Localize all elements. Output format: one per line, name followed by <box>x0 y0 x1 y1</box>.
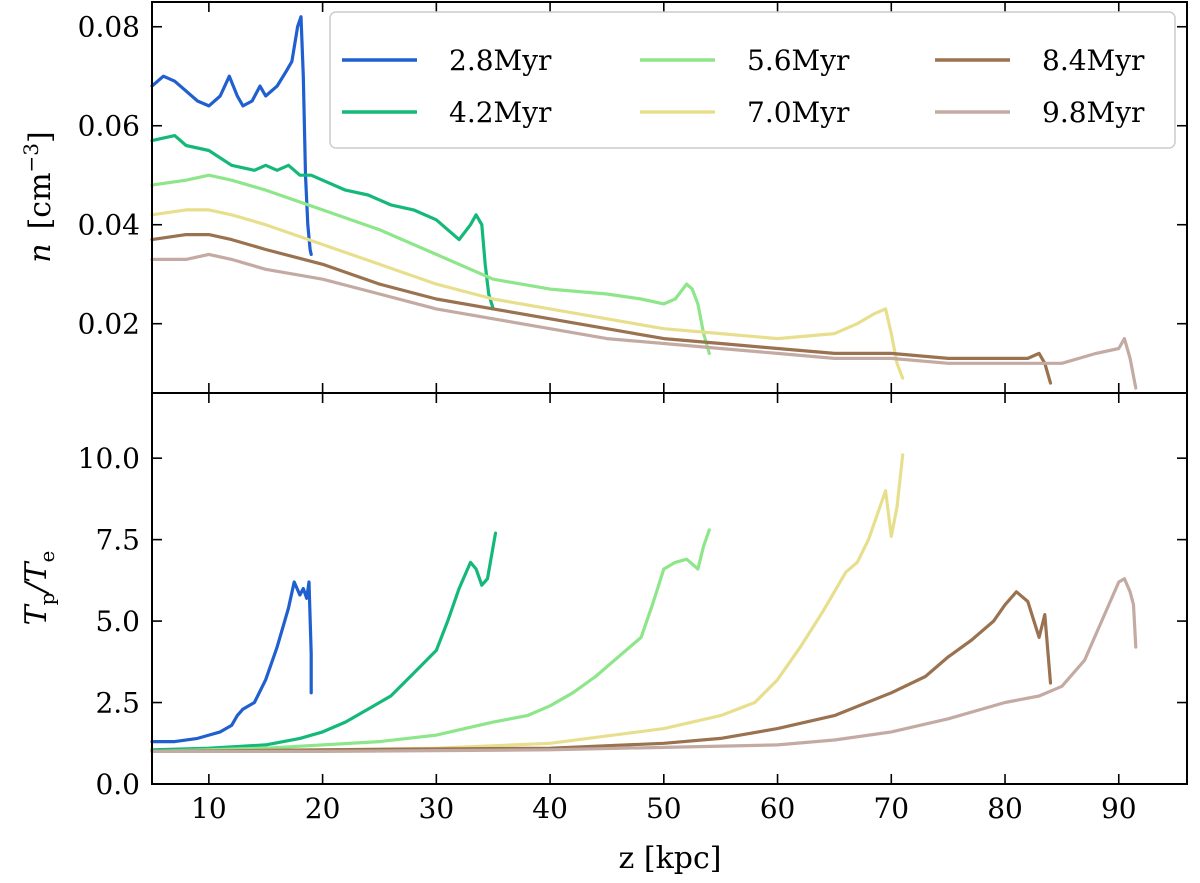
temperature-ratio-line-4-2myr <box>150 531 498 752</box>
density-series <box>150 15 1138 390</box>
x-axis-label: z [kpc] <box>619 841 722 876</box>
legend-label: 8.4Myr <box>1042 44 1145 77</box>
density-ytick-label: 0.08 <box>78 11 140 44</box>
density-x-ticks <box>208 2 1120 393</box>
xtick-label: 50 <box>646 792 682 825</box>
legend-label: 9.8Myr <box>1042 96 1145 129</box>
temperature-ratio-y-ticks: 0.0 2.5 5.0 7.5 10.0 <box>78 442 1187 801</box>
xtick-label: 20 <box>305 792 341 825</box>
temperature-ratio-ytick-label: 5.0 <box>95 605 140 638</box>
temperature-ratio-ytick-label: 2.5 <box>95 687 140 720</box>
xtick-label: 60 <box>760 792 796 825</box>
temperature-ratio-series <box>150 453 1138 754</box>
density-line-8-4myr <box>150 233 1053 385</box>
temperature-ratio-line-9-8myr <box>150 577 1138 754</box>
xtick-label: 80 <box>987 792 1023 825</box>
xtick-label: 90 <box>1101 792 1137 825</box>
density-line-5-6myr <box>150 173 711 355</box>
temperature-ratio-line-8-4myr <box>150 590 1053 754</box>
density-line-7-0myr <box>150 208 905 380</box>
density-line-2-8myr <box>150 15 313 256</box>
density-ytick-label: 0.04 <box>78 209 140 242</box>
temperature-ratio-line-5-6myr <box>150 528 711 754</box>
density-ytick-label: 0.02 <box>78 308 140 341</box>
density-line-9-8myr <box>150 252 1138 390</box>
temperature-ratio-x-ticks: 10 20 30 40 50 60 70 80 90 <box>191 393 1137 825</box>
temperature-ratio-panel-frame <box>151 392 1188 785</box>
legend-label: 4.2Myr <box>449 96 552 129</box>
xtick-label: 30 <box>419 792 455 825</box>
legend-entries: 2.8Myr 4.2Myr 5.6Myr 7.0Myr 8.4Myr 9.8Myr <box>342 44 1145 129</box>
temperature-ratio-ytick-label: 10.0 <box>78 442 140 475</box>
density-ytick-label: 0.06 <box>78 110 140 143</box>
temperature-ratio-y-axis-label: Tp/Te <box>19 551 59 626</box>
density-y-axis-label: n[cm−3] <box>19 131 58 262</box>
legend-frame <box>329 11 1176 149</box>
density-y-ticks: 0.02 0.04 0.06 0.08 <box>78 11 1187 341</box>
xtick-label: 10 <box>191 792 227 825</box>
xtick-label: 40 <box>532 792 568 825</box>
legend-label: 2.8Myr <box>449 44 552 77</box>
legend-label: 7.0Myr <box>747 96 850 129</box>
temperature-ratio-ytick-label: 7.5 <box>95 524 140 557</box>
density-panel: 0.02 0.04 0.06 0.08 n[cm−3] 2.8Myr 4.2Myr 5.6… <box>19 1 1188 394</box>
temperature-ratio-ytick-label: 0.0 <box>95 768 140 801</box>
legend: 2.8Myr 4.2Myr 5.6Myr 7.0Myr 8.4Myr 9.8Myr <box>329 11 1176 149</box>
temperature-ratio-line-2-8myr <box>150 580 313 744</box>
xtick-label: 70 <box>873 792 909 825</box>
legend-label: 5.6Myr <box>747 44 850 77</box>
density-line-4-2myr <box>150 134 495 311</box>
temperature-ratio-line-7-0myr <box>150 453 905 754</box>
temperature-ratio-panel: 0.0 2.5 5.0 7.5 10.0 10 20 30 40 50 60 70 80 90 Tp/T… <box>19 392 1188 876</box>
